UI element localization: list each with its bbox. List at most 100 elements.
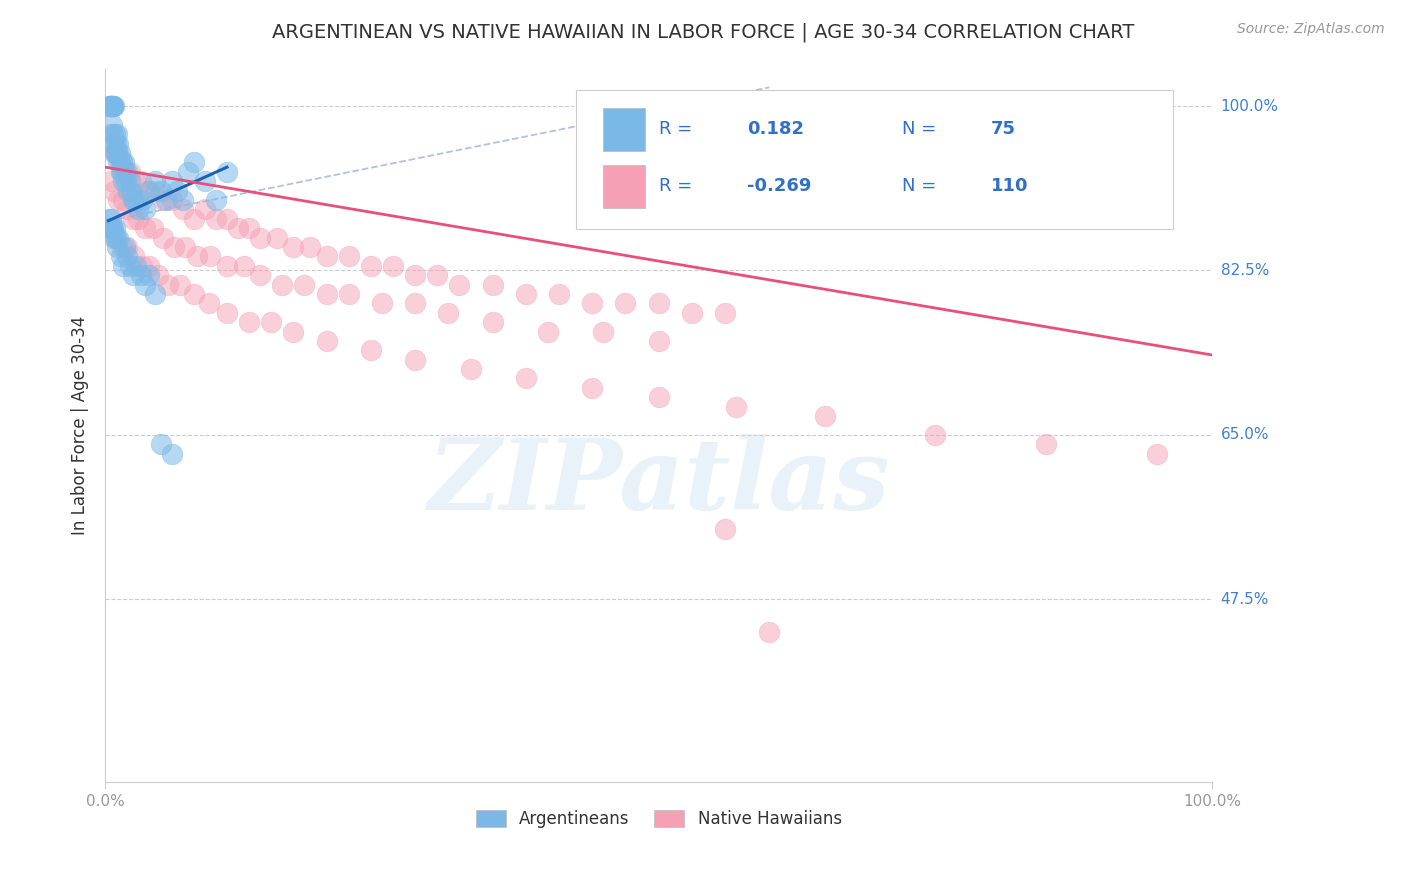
Point — [404, 296, 426, 310]
Point — [122, 249, 145, 263]
Point — [437, 306, 460, 320]
Point — [129, 174, 152, 188]
Point — [194, 174, 217, 188]
Point — [515, 287, 537, 301]
Point — [404, 352, 426, 367]
Point — [122, 268, 145, 282]
Point — [163, 240, 186, 254]
Point — [157, 277, 180, 292]
Point — [117, 240, 139, 254]
Point — [138, 259, 160, 273]
Point — [360, 343, 382, 358]
Point — [172, 202, 194, 217]
Point — [294, 277, 316, 292]
Point — [160, 447, 183, 461]
Point — [647, 390, 669, 404]
Point — [426, 268, 449, 282]
Point — [515, 371, 537, 385]
Point — [481, 277, 503, 292]
Point — [136, 184, 159, 198]
Point — [107, 136, 129, 151]
Point — [111, 165, 134, 179]
Point — [100, 211, 122, 226]
Point — [108, 155, 131, 169]
Point — [98, 99, 121, 113]
Point — [537, 325, 560, 339]
Point — [337, 249, 360, 263]
Point — [249, 230, 271, 244]
Point — [105, 230, 128, 244]
Point — [337, 287, 360, 301]
Point — [104, 221, 127, 235]
Point — [681, 306, 703, 320]
Point — [127, 202, 149, 217]
Point — [111, 174, 134, 188]
Point — [114, 165, 136, 179]
Point — [298, 240, 321, 254]
Point — [105, 128, 128, 142]
Text: 75: 75 — [991, 120, 1015, 138]
Point — [122, 193, 145, 207]
Point — [177, 165, 200, 179]
Point — [101, 221, 124, 235]
Point — [155, 193, 177, 207]
Point — [97, 211, 120, 226]
Point — [125, 259, 148, 273]
Point — [134, 221, 156, 235]
Point — [581, 381, 603, 395]
Point — [814, 409, 837, 423]
Point — [131, 259, 153, 273]
Point — [101, 99, 124, 113]
Point — [360, 259, 382, 273]
Point — [152, 193, 174, 207]
Point — [166, 184, 188, 198]
Point — [172, 193, 194, 207]
Point — [581, 296, 603, 310]
Point — [120, 184, 142, 198]
Point — [111, 193, 134, 207]
Point — [152, 230, 174, 244]
Point — [215, 306, 238, 320]
Point — [647, 296, 669, 310]
Point — [315, 249, 337, 263]
Point — [118, 259, 141, 273]
Point — [131, 193, 153, 207]
Point — [149, 437, 172, 451]
Point — [1035, 437, 1057, 451]
Point — [160, 193, 183, 207]
Text: 47.5%: 47.5% — [1220, 591, 1268, 607]
Point — [103, 99, 125, 113]
Point — [103, 184, 125, 198]
Point — [112, 155, 135, 169]
Point — [174, 240, 197, 254]
Point — [142, 221, 165, 235]
FancyBboxPatch shape — [603, 108, 645, 151]
Text: 0.182: 0.182 — [747, 120, 804, 138]
Point — [647, 334, 669, 348]
Point — [111, 240, 134, 254]
Point — [614, 296, 637, 310]
Text: N =: N = — [903, 178, 936, 195]
Point — [107, 155, 129, 169]
Point — [100, 99, 122, 113]
Point — [101, 136, 124, 151]
Point — [134, 277, 156, 292]
Point — [115, 174, 138, 188]
Text: 82.5%: 82.5% — [1220, 263, 1268, 278]
Point — [924, 427, 946, 442]
Point — [105, 230, 128, 244]
Point — [238, 221, 260, 235]
Point — [215, 259, 238, 273]
Point — [548, 287, 571, 301]
Point — [271, 277, 294, 292]
Point — [205, 211, 228, 226]
Text: 100.0%: 100.0% — [1220, 99, 1278, 113]
Point — [183, 287, 205, 301]
Point — [215, 211, 238, 226]
Point — [98, 221, 121, 235]
Point — [107, 193, 129, 207]
Text: ZIPatlas: ZIPatlas — [427, 434, 890, 531]
Text: R =: R = — [658, 120, 692, 138]
Point — [283, 240, 305, 254]
Point — [105, 146, 128, 161]
